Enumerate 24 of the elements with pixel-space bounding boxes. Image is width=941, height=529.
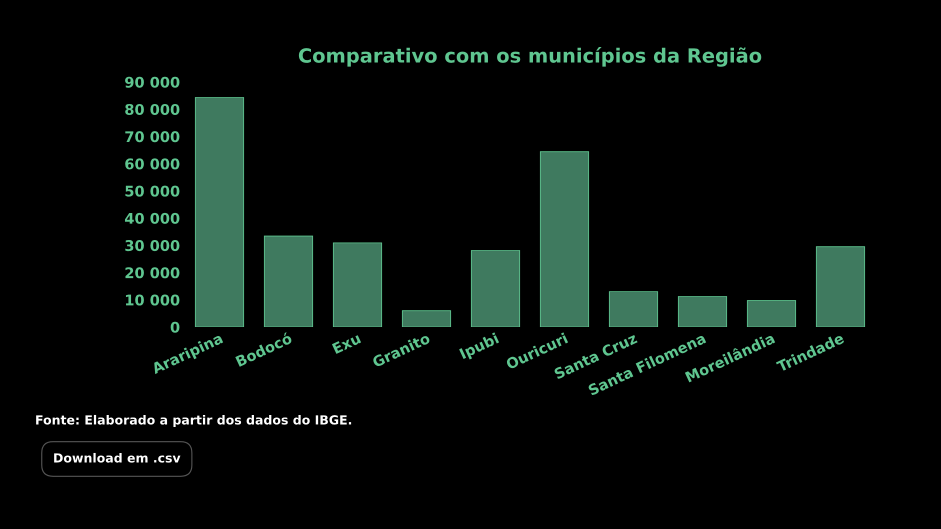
text: Download em .csv: [54, 452, 180, 463]
source-note: Fonte: Elaborado a partir dos dados do IBGE.: [36, 414, 352, 428]
bar: [816, 246, 866, 327]
chart-title: Comparativo com os municípios da Região: [298, 47, 762, 67]
y-tick-label: 20 000: [125, 267, 180, 278]
y-tick-label: 70 000: [125, 131, 180, 142]
y-tick-label: 40 000: [124, 212, 180, 224]
bar: [264, 236, 314, 327]
x-tick-label: Exu: [332, 332, 362, 354]
y-tick-label: 60 000: [125, 158, 180, 170]
bar: [540, 151, 590, 327]
y-tick-label: 10 000: [126, 294, 180, 306]
y-tick-label: 30 000: [125, 240, 180, 252]
bar: [332, 242, 382, 327]
y-tick-label: 0: [170, 322, 180, 333]
bar: [194, 97, 244, 327]
bar: [608, 291, 658, 327]
bar: [746, 300, 796, 327]
y-tick-label: 90 000: [125, 76, 180, 88]
bar: [470, 250, 520, 327]
bar: [678, 296, 728, 327]
y-tick-label: 50 000: [125, 186, 180, 197]
bar: [402, 310, 452, 327]
y-tick-label: 80 000: [125, 104, 180, 115]
